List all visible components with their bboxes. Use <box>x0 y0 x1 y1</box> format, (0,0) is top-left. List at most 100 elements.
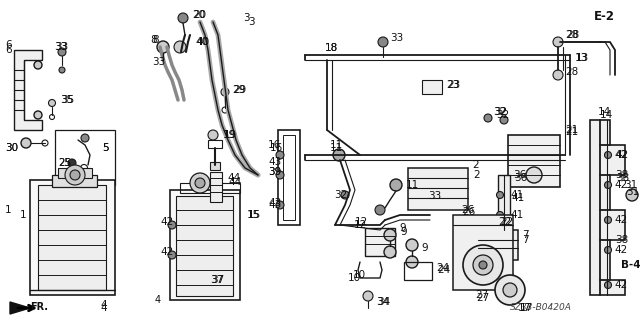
Text: 26: 26 <box>461 205 474 215</box>
Text: 32: 32 <box>496 110 509 120</box>
Text: 9: 9 <box>399 223 406 233</box>
Circle shape <box>497 211 504 219</box>
Bar <box>365 228 395 256</box>
Circle shape <box>479 261 487 269</box>
Text: 1: 1 <box>20 210 27 220</box>
Text: 34: 34 <box>376 297 389 307</box>
Circle shape <box>174 41 186 53</box>
Text: 12: 12 <box>354 220 367 230</box>
Text: 2: 2 <box>472 160 479 170</box>
Text: 34: 34 <box>377 297 390 307</box>
Text: 14: 14 <box>600 110 613 120</box>
Text: 42: 42 <box>160 247 173 257</box>
Bar <box>210 172 222 202</box>
Circle shape <box>497 191 504 198</box>
Bar <box>278 130 300 225</box>
Circle shape <box>416 189 424 197</box>
Bar <box>283 135 295 220</box>
Text: 39: 39 <box>268 167 281 177</box>
Text: 9: 9 <box>421 243 428 253</box>
Text: 32: 32 <box>494 107 508 117</box>
Text: 3: 3 <box>243 13 250 23</box>
Text: 16: 16 <box>270 143 284 153</box>
Text: 31: 31 <box>626 187 639 197</box>
Bar <box>180 183 240 193</box>
Text: 21: 21 <box>565 125 579 135</box>
Circle shape <box>68 159 76 167</box>
Circle shape <box>553 70 563 80</box>
Text: 2: 2 <box>473 170 479 180</box>
Text: 40: 40 <box>195 37 208 47</box>
Text: 7: 7 <box>522 230 529 240</box>
Circle shape <box>276 201 284 209</box>
Text: 9: 9 <box>400 227 406 237</box>
Text: 42: 42 <box>614 150 627 160</box>
Polygon shape <box>10 302 30 314</box>
Circle shape <box>34 111 42 119</box>
Text: 14: 14 <box>598 107 611 117</box>
Text: 28: 28 <box>565 67 579 77</box>
Text: 8: 8 <box>150 35 157 45</box>
Circle shape <box>363 291 373 301</box>
Text: 38: 38 <box>615 170 628 180</box>
Text: 4: 4 <box>100 303 107 313</box>
Text: 28: 28 <box>566 30 579 40</box>
Circle shape <box>65 165 85 185</box>
Text: 22: 22 <box>500 217 513 227</box>
Circle shape <box>375 205 385 215</box>
Text: 30: 30 <box>5 143 18 153</box>
Text: 43: 43 <box>268 198 281 208</box>
Text: 33: 33 <box>55 42 68 52</box>
Text: 24: 24 <box>437 265 451 275</box>
Text: 29: 29 <box>233 85 246 95</box>
Bar <box>210 162 220 170</box>
Circle shape <box>168 251 176 259</box>
Bar <box>208 140 222 148</box>
Bar <box>408 168 468 210</box>
Text: 12: 12 <box>355 217 368 227</box>
Text: 5: 5 <box>102 143 109 153</box>
Circle shape <box>463 245 503 285</box>
Bar <box>52 175 97 187</box>
Text: 44: 44 <box>228 177 241 187</box>
Text: 26: 26 <box>462 207 476 217</box>
Text: 42: 42 <box>614 245 627 255</box>
Circle shape <box>492 249 504 261</box>
Text: B-4: B-4 <box>621 260 640 270</box>
Circle shape <box>390 179 402 191</box>
Circle shape <box>81 134 89 142</box>
Bar <box>176 196 233 296</box>
Bar <box>170 190 240 300</box>
Circle shape <box>605 217 611 224</box>
Text: 11: 11 <box>330 143 343 153</box>
Text: 39: 39 <box>268 167 281 177</box>
Text: 4: 4 <box>155 295 161 305</box>
Circle shape <box>605 182 611 189</box>
Text: 29: 29 <box>232 85 245 95</box>
Text: 42: 42 <box>614 180 627 190</box>
Text: 42: 42 <box>615 150 628 160</box>
Text: 20: 20 <box>192 10 205 20</box>
Text: 27: 27 <box>476 293 489 303</box>
Circle shape <box>276 151 284 159</box>
Circle shape <box>503 283 517 297</box>
Text: 15: 15 <box>248 210 261 220</box>
Text: 32: 32 <box>493 107 506 117</box>
Text: 3: 3 <box>248 17 255 27</box>
Text: FR.: FR. <box>30 302 48 312</box>
Text: 10: 10 <box>348 273 361 283</box>
Text: 25: 25 <box>58 158 71 168</box>
Bar <box>55 130 115 185</box>
Circle shape <box>168 221 176 229</box>
Text: 4: 4 <box>100 300 107 310</box>
Bar <box>30 180 115 295</box>
Circle shape <box>208 130 218 140</box>
Text: 37: 37 <box>210 275 223 285</box>
Text: 8: 8 <box>152 35 159 45</box>
Text: 10: 10 <box>353 270 366 280</box>
Bar <box>453 215 513 290</box>
Bar <box>404 262 432 280</box>
Bar <box>58 168 92 178</box>
Bar <box>498 175 510 230</box>
Text: 23: 23 <box>446 80 460 90</box>
